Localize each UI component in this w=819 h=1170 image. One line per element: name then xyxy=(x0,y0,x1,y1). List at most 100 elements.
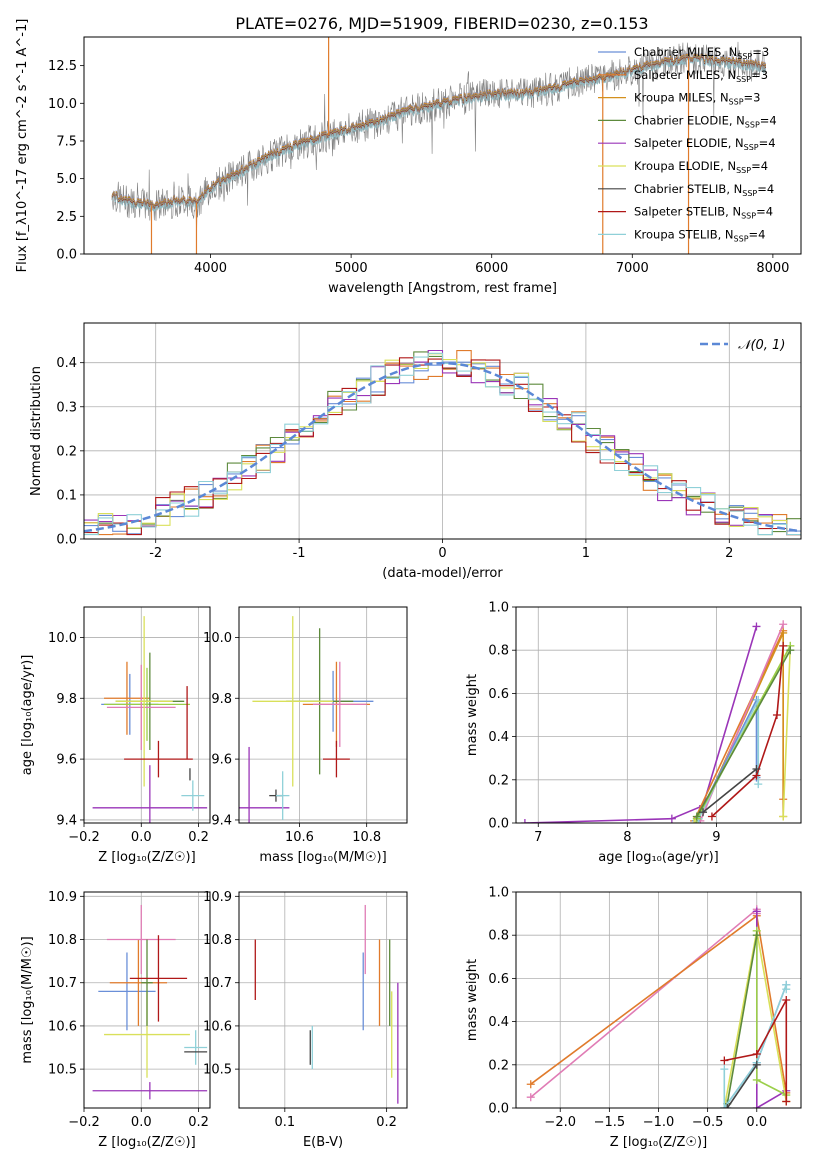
age-vs-Z-plot-area xyxy=(92,616,208,823)
mass-weight-marker xyxy=(752,765,761,773)
y-tick-label: 1.0 xyxy=(488,601,509,616)
legend-label: Salpeter STELIB, NSSP=4 xyxy=(634,205,773,221)
y-tick-label: 0.3 xyxy=(56,400,77,415)
age-vs-mass-grid xyxy=(239,607,407,823)
x-tick-label: 2 xyxy=(725,546,733,561)
y-tick-label: 0.2 xyxy=(488,1058,509,1073)
age-vs-Z-frame xyxy=(83,606,211,824)
mass-weight-marker xyxy=(720,1056,729,1065)
y-axis-label: Normed distribution xyxy=(29,366,44,496)
y-tick-label: 9.8 xyxy=(211,692,232,707)
residual-histogram xyxy=(84,352,801,536)
mass-weight-marker xyxy=(752,907,761,916)
massweight-vs-Z-plot-area xyxy=(526,905,791,1108)
mass-vs-ebv-panel: 0.1 0.2 10.5 10.6 10.7 10.8 10.9 E(B-V) xyxy=(203,890,408,1150)
mass-weight-marker xyxy=(752,1060,761,1069)
age-vs-Z-panel: −0.2 0.0 0.2 9.4 9.6 9.8 10.0 Z [log₁₀(Z/Z☉)] ag… xyxy=(20,606,211,865)
mass-weight-line xyxy=(702,768,758,813)
mass-weight-marker xyxy=(779,812,788,821)
x-tick-label: 0.0 xyxy=(746,1115,767,1130)
x-tick-label: 0.2 xyxy=(188,830,209,845)
mass-vs-Z-panel: −0.2 0.0 0.2 10.5 10.6 10.7 10.8 10.9 Z [log₁₀(Z… xyxy=(20,890,211,1150)
x-tick-label: 0.2 xyxy=(376,1115,397,1130)
mass-weight-line xyxy=(696,649,791,817)
mass-weight-marker xyxy=(752,1050,761,1058)
age-vs-mass-frame xyxy=(238,606,408,824)
age-vs-mass-panel: 10.6 10.8 9.4 9.6 9.8 10.0 mass [log₁₀(M/M☉)] xyxy=(203,606,408,865)
mass-weight-marker xyxy=(782,1097,791,1106)
mass-vs-ebv-grid xyxy=(239,892,407,1108)
y-tick-label: 10.8 xyxy=(203,933,232,948)
x-tick-label: 4000 xyxy=(194,261,227,276)
mass-weight-marker xyxy=(720,1065,729,1074)
y-tick-label: 0.0 xyxy=(56,248,77,263)
massweight-vs-age-frame xyxy=(515,606,802,824)
y-tick-label: 10.0 xyxy=(48,97,77,112)
y-tick-label: 0.8 xyxy=(488,929,509,944)
mass-weight-marker xyxy=(723,1104,732,1108)
mass-weight-marker xyxy=(752,1075,761,1084)
y-tick-label: 9.6 xyxy=(211,753,232,768)
x-tick-label: 1 xyxy=(582,546,590,561)
mass-weight-marker xyxy=(752,622,761,631)
y-tick-label: 10.7 xyxy=(48,976,77,991)
mass-vs-Z-frame xyxy=(83,891,211,1109)
x-axis-label: (data-model)/error xyxy=(382,566,503,581)
y-tick-label: 0.6 xyxy=(488,972,509,987)
x-tick-label: 7000 xyxy=(616,261,649,276)
legend-label: Chabrier ELODIE, NSSP=4 xyxy=(634,113,777,129)
mass-weight-marker xyxy=(779,620,788,629)
x-tick-label: 8 xyxy=(623,830,631,845)
legend-label: Chabrier MILES, NSSP=3 xyxy=(634,45,769,61)
y-tick-label: 9.6 xyxy=(56,753,77,768)
mass-weight-marker xyxy=(782,996,791,1004)
mass-weight-marker xyxy=(526,1080,535,1089)
y-tick-label: 0.8 xyxy=(488,644,509,659)
mass-weight-line xyxy=(726,1064,758,1108)
x-tick-label: −0.5 xyxy=(692,1115,724,1130)
x-tick-label: 0.1 xyxy=(274,1115,295,1130)
spectrum-frame xyxy=(83,36,802,255)
y-tick-label: 7.5 xyxy=(56,134,77,149)
y-tick-label: 0.4 xyxy=(56,356,77,371)
x-axis-label: age [log₁₀(age/yr)] xyxy=(598,850,719,865)
mass-weight-marker xyxy=(720,1104,729,1108)
y-tick-label: 0.4 xyxy=(488,730,509,745)
y-tick-label: 9.8 xyxy=(56,692,77,707)
y-tick-label: 0.6 xyxy=(488,687,509,702)
mass-vs-ebv-plot-area xyxy=(254,904,399,1104)
x-tick-label: -1 xyxy=(293,546,306,561)
y-tick-label: 10.5 xyxy=(203,1063,232,1078)
x-tick-label: 10.6 xyxy=(285,830,314,845)
y-tick-label: 0.2 xyxy=(488,773,509,788)
y-tick-label: 10.0 xyxy=(203,631,232,646)
y-tick-label: 10.0 xyxy=(48,631,77,646)
x-tick-label: 0.0 xyxy=(131,830,152,845)
massweight-vs-age-plot-area xyxy=(520,620,795,823)
x-tick-label: 0 xyxy=(438,546,446,561)
y-tick-label: 2.5 xyxy=(56,210,77,225)
x-tick-label: 6000 xyxy=(475,261,508,276)
mass-weight-marker xyxy=(520,819,529,823)
legend-label: 𝒩(0, 1) xyxy=(738,338,785,353)
massweight-vs-Z-panel: −2.0 −1.5 −1.0 −0.5 0.0 0.0 0.2 0.4 0.6 0.8 1.0 Z [… xyxy=(465,886,802,1150)
mass-weight-marker xyxy=(786,646,795,655)
y-tick-label: 10.8 xyxy=(48,933,77,948)
x-tick-label: 8000 xyxy=(756,261,789,276)
y-axis-label: mass weight xyxy=(465,959,480,1041)
legend-label: Kroupa MILES, NSSP=3 xyxy=(634,91,760,107)
x-tick-label: −1.5 xyxy=(594,1115,626,1130)
x-axis-label: mass [log₁₀(M/M☉)] xyxy=(259,850,386,865)
mass-weight-marker xyxy=(754,780,763,789)
mass-weight-line xyxy=(726,935,758,1104)
y-tick-label: 10.6 xyxy=(48,1019,77,1034)
x-axis-label: wavelength [Angstrom, rest frame] xyxy=(328,281,557,296)
mass-weight-line xyxy=(724,999,788,1102)
massweight-vs-age-panel: 7 8 9 0.0 0.2 0.4 0.6 0.8 1.0 age [log₁₀(age/yr)]… xyxy=(465,601,802,865)
mass-weight-marker xyxy=(772,711,781,719)
spectrum-model-line xyxy=(111,56,767,212)
y-tick-label: 0.0 xyxy=(488,817,509,832)
figure-title: PLATE=0276, MJD=51909, FIBERID=0230, z=0… xyxy=(235,14,648,33)
age-vs-mass-plot-area xyxy=(239,616,374,823)
x-tick-label: −0.2 xyxy=(68,1115,100,1130)
